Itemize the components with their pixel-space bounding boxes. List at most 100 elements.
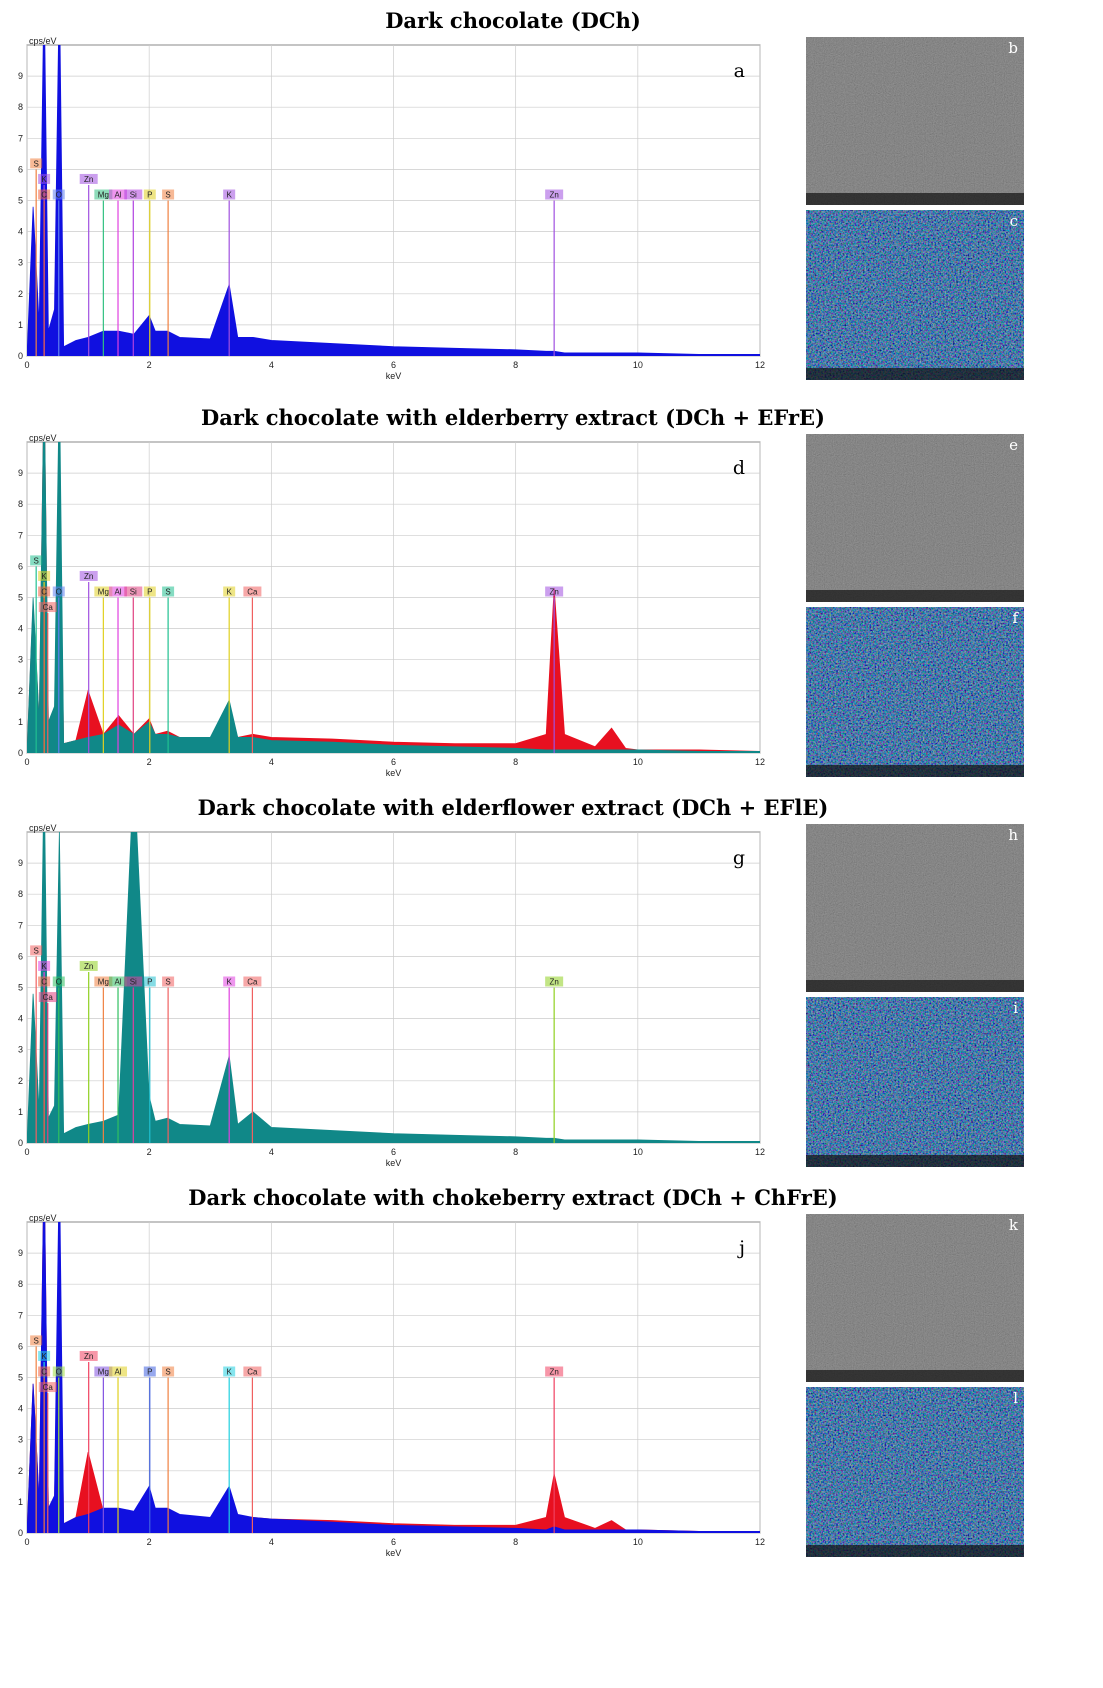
element-label: Ca	[247, 588, 258, 597]
y-tick-label: 5	[18, 1373, 23, 1383]
y-tick-label: 7	[18, 530, 23, 540]
panel-letter: c	[1010, 212, 1018, 230]
element-label-box	[223, 189, 236, 200]
element-label: P	[147, 1368, 152, 1377]
element-label: C	[41, 1368, 47, 1377]
x-tick-label: 0	[24, 757, 29, 767]
panel-letter: h	[1008, 826, 1018, 844]
chart-title: Dark chocolate with elderflower extract …	[198, 795, 829, 820]
element-label-box	[243, 976, 262, 987]
element-label-box	[30, 1335, 43, 1346]
element-label: Mg	[98, 191, 109, 200]
element-label-box	[38, 992, 57, 1003]
element-label-box	[38, 570, 51, 581]
x-tick-label: 0	[24, 360, 29, 370]
element-label: S	[165, 1368, 170, 1377]
element-label-box	[124, 976, 143, 987]
x-tick-label: 12	[755, 360, 765, 370]
element-label: S	[165, 588, 170, 597]
y-tick-label: 0	[18, 1528, 23, 1538]
element-label-box	[38, 189, 51, 200]
y-axis-label: cps/eV	[29, 823, 57, 833]
element-label: Zn	[84, 572, 93, 581]
x-axis-label: keV	[386, 1158, 402, 1168]
element-label: K	[227, 191, 233, 200]
element-label: P	[147, 191, 152, 200]
x-axis-label: keV	[386, 371, 402, 381]
element-label-box	[109, 1366, 128, 1377]
element-label: C	[41, 191, 47, 200]
y-tick-label: 8	[18, 499, 23, 509]
y-tick-label: 6	[18, 164, 23, 174]
element-label-box	[109, 189, 128, 200]
element-label: S	[33, 1336, 38, 1345]
y-tick-label: 1	[18, 1107, 23, 1117]
element-label-box	[79, 570, 98, 581]
element-label: Zn	[549, 1368, 558, 1377]
element-label-box	[38, 586, 51, 597]
element-label-box	[38, 173, 51, 184]
element-label: O	[56, 191, 62, 200]
element-label: P	[147, 978, 152, 987]
info-bar	[806, 368, 1024, 380]
info-bar	[806, 1155, 1024, 1167]
y-tick-label: 5	[18, 983, 23, 993]
y-tick-label: 2	[18, 1466, 23, 1476]
x-tick-label: 4	[269, 757, 274, 767]
y-tick-label: 4	[18, 624, 23, 634]
element-label: Mg	[98, 588, 109, 597]
panel-letter: b	[1008, 39, 1018, 57]
panel-letter: d	[733, 457, 745, 479]
element-label-box	[162, 586, 175, 597]
x-tick-label: 8	[513, 360, 518, 370]
element-label: O	[56, 588, 62, 597]
element-label-box	[545, 976, 564, 987]
micrograph-texture	[806, 434, 1024, 602]
y-tick-label: 4	[18, 227, 23, 237]
element-label-box	[243, 1366, 262, 1377]
x-tick-label: 2	[147, 1147, 152, 1157]
element-label: K	[41, 175, 47, 184]
element-label-box	[52, 1366, 65, 1377]
element-label: Ca	[247, 978, 258, 987]
chart: Dark chocolate with elderberry extract (…	[18, 405, 1024, 778]
element-label-box	[223, 1366, 236, 1377]
element-label-box	[38, 976, 51, 987]
element-label: Zn	[84, 962, 93, 971]
element-label: O	[56, 978, 62, 987]
x-tick-label: 4	[269, 1537, 274, 1547]
micrograph-texture	[806, 1387, 1024, 1557]
element-label-box	[143, 976, 156, 987]
element-label-box	[79, 960, 98, 971]
x-tick-label: 6	[391, 360, 396, 370]
element-label: K	[41, 962, 47, 971]
element-label-box	[30, 555, 43, 566]
micrograph-texture	[806, 607, 1024, 777]
element-label-box	[223, 976, 236, 987]
y-tick-label: 3	[18, 258, 23, 268]
x-axis-label: keV	[386, 768, 402, 778]
y-axis-label: cps/eV	[29, 1213, 57, 1223]
element-label: Zn	[84, 175, 93, 184]
x-tick-label: 10	[633, 1537, 643, 1547]
element-label-box	[223, 586, 236, 597]
element-label: Ca	[43, 993, 54, 1002]
y-tick-label: 5	[18, 593, 23, 603]
element-label-box	[38, 602, 57, 613]
y-tick-label: 0	[18, 351, 23, 361]
y-tick-label: 2	[18, 289, 23, 299]
element-label: K	[41, 1352, 47, 1361]
y-tick-label: 7	[18, 1310, 23, 1320]
x-tick-label: 0	[24, 1147, 29, 1157]
y-tick-label: 8	[18, 889, 23, 899]
micrograph-texture	[806, 210, 1024, 380]
y-tick-label: 9	[18, 468, 23, 478]
info-bar	[806, 1545, 1024, 1557]
element-label-box	[38, 1366, 51, 1377]
micrograph-texture	[806, 1214, 1024, 1382]
element-label-box	[94, 1366, 113, 1377]
x-tick-label: 4	[269, 1147, 274, 1157]
element-label-box	[162, 976, 175, 987]
info-bar	[806, 980, 1024, 992]
y-tick-label: 4	[18, 1014, 23, 1024]
